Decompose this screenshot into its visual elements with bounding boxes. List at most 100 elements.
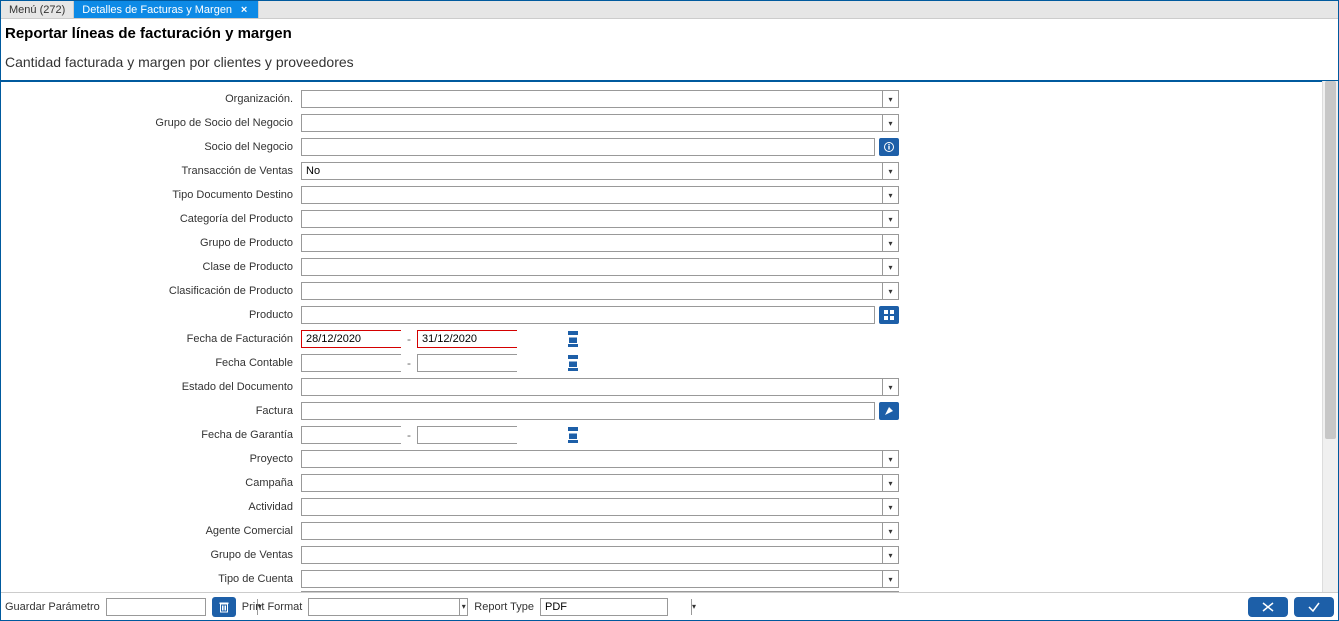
input-trans-ventas[interactable] [302, 163, 882, 179]
calendar-icon[interactable] [568, 331, 578, 347]
text-socio[interactable] [301, 138, 875, 156]
cancel-button[interactable] [1248, 597, 1288, 617]
combo-cat-producto[interactable]: ▾ [301, 210, 899, 228]
chevron-down-icon[interactable]: ▾ [459, 599, 467, 615]
row-grupo-socio: Grupo de Socio del Negocio ▾ [1, 111, 1322, 135]
chevron-down-icon[interactable]: ▾ [882, 475, 898, 491]
chevron-down-icon[interactable]: ▾ [882, 379, 898, 395]
input-fecha-contable-to[interactable] [418, 355, 568, 371]
chevron-down-icon[interactable]: ▾ [882, 163, 898, 179]
trash-icon[interactable] [212, 597, 236, 617]
input-organizacion[interactable] [302, 91, 882, 107]
combo-tipo-cuenta[interactable]: ▾ [301, 570, 899, 588]
input-clase-producto[interactable] [302, 259, 882, 275]
date-fecha-contable-to[interactable] [417, 354, 517, 372]
scrollbar-thumb[interactable] [1325, 81, 1336, 439]
input-report-type[interactable] [541, 599, 691, 615]
row-trans-ventas: Transacción de Ventas ▾ [1, 159, 1322, 183]
input-grupo-socio[interactable] [302, 115, 882, 131]
input-tipo-cuenta[interactable] [302, 571, 882, 587]
chevron-down-icon[interactable]: ▾ [882, 283, 898, 299]
combo-clasif-producto[interactable]: ▾ [301, 282, 899, 300]
combo-agente[interactable]: ▾ [301, 522, 899, 540]
input-tipo-doc-dest[interactable] [302, 187, 882, 203]
chevron-down-icon[interactable]: ▾ [882, 571, 898, 587]
date-fecha-contable-from[interactable] [301, 354, 401, 372]
input-grupo-producto[interactable] [302, 235, 882, 251]
label-factura: Factura [1, 405, 301, 417]
grid-icon[interactable] [879, 306, 899, 324]
combo-grupo-socio[interactable]: ▾ [301, 114, 899, 132]
label-actividad: Actividad [1, 501, 301, 513]
calendar-icon[interactable] [568, 355, 578, 371]
combo-proyecto[interactable]: ▾ [301, 450, 899, 468]
label-organizacion: Organización. [1, 93, 301, 105]
page-subtitle: Cantidad facturada y margen por clientes… [1, 46, 1338, 80]
chevron-down-icon[interactable]: ▾ [882, 235, 898, 251]
vertical-scrollbar[interactable] [1322, 81, 1338, 592]
input-producto[interactable] [302, 307, 874, 323]
label-cat-producto: Categoría del Producto [1, 213, 301, 225]
chevron-down-icon[interactable]: ▾ [882, 499, 898, 515]
chevron-down-icon[interactable]: ▾ [882, 187, 898, 203]
combo-clase-producto[interactable]: ▾ [301, 258, 899, 276]
label-clasif-producto: Clasificación de Producto [1, 285, 301, 297]
date-fecha-fact-from[interactable] [301, 330, 401, 348]
combo-estado-doc[interactable]: ▾ [301, 378, 899, 396]
input-campana[interactable] [302, 475, 882, 491]
row-grupo-ventas: Grupo de Ventas ▾ [1, 543, 1322, 567]
input-fecha-fact-to[interactable] [418, 331, 568, 347]
input-grupo-ventas[interactable] [302, 547, 882, 563]
text-factura[interactable] [301, 402, 875, 420]
chevron-down-icon[interactable]: ▾ [882, 523, 898, 539]
input-print-format[interactable] [309, 599, 459, 615]
calendar-icon[interactable] [568, 427, 578, 443]
form-area: Organización. ▾ Grupo de Socio del Negoc… [1, 81, 1322, 592]
combo-grupo-ventas[interactable]: ▾ [301, 546, 899, 564]
label-save-param: Guardar Parámetro [5, 601, 100, 613]
input-fecha-garantia-to[interactable] [418, 427, 568, 443]
input-agente[interactable] [302, 523, 882, 539]
input-proyecto[interactable] [302, 451, 882, 467]
label-fecha-garantia: Fecha de Garantía [1, 429, 301, 441]
input-socio[interactable] [302, 139, 874, 155]
date-fecha-fact-to[interactable] [417, 330, 517, 348]
combo-campana[interactable]: ▾ [301, 474, 899, 492]
label-tipo-doc-dest: Tipo Documento Destino [1, 189, 301, 201]
combo-print-format[interactable]: ▾ [308, 598, 468, 616]
tab-menu[interactable]: Menú (272) [1, 1, 74, 18]
combo-report-type[interactable]: ▾ [540, 598, 668, 616]
chevron-down-icon[interactable]: ▾ [882, 115, 898, 131]
tab-active[interactable]: Detalles de Facturas y Margen × [74, 1, 259, 18]
combo-organizacion[interactable]: ▾ [301, 90, 899, 108]
chevron-down-icon[interactable]: ▾ [691, 599, 696, 615]
label-fecha-contable: Fecha Contable [1, 357, 301, 369]
input-estado-doc[interactable] [302, 379, 882, 395]
date-fecha-garantia-to[interactable] [417, 426, 517, 444]
ok-button[interactable] [1294, 597, 1334, 617]
label-grupo-producto: Grupo de Producto [1, 237, 301, 249]
chevron-down-icon[interactable]: ▾ [882, 259, 898, 275]
row-campana: Campaña ▾ [1, 471, 1322, 495]
content-wrap: Organización. ▾ Grupo de Socio del Negoc… [1, 81, 1338, 592]
input-cat-producto[interactable] [302, 211, 882, 227]
chevron-down-icon[interactable]: ▾ [882, 547, 898, 563]
label-grupo-socio: Grupo de Socio del Negocio [1, 117, 301, 129]
input-actividad[interactable] [302, 499, 882, 515]
combo-save-param[interactable]: ▾ [106, 598, 206, 616]
input-factura[interactable] [302, 403, 874, 419]
close-icon[interactable]: × [238, 4, 250, 16]
chevron-down-icon[interactable]: ▾ [882, 211, 898, 227]
chevron-down-icon[interactable]: ▾ [882, 91, 898, 107]
combo-actividad[interactable]: ▾ [301, 498, 899, 516]
combo-grupo-producto[interactable]: ▾ [301, 234, 899, 252]
date-fecha-garantia-from[interactable] [301, 426, 401, 444]
arrow-icon[interactable] [879, 402, 899, 420]
info-icon[interactable] [879, 138, 899, 156]
combo-tipo-doc-dest[interactable]: ▾ [301, 186, 899, 204]
input-clasif-producto[interactable] [302, 283, 882, 299]
text-producto[interactable] [301, 306, 875, 324]
row-proyecto: Proyecto ▾ [1, 447, 1322, 471]
chevron-down-icon[interactable]: ▾ [882, 451, 898, 467]
combo-trans-ventas[interactable]: ▾ [301, 162, 899, 180]
